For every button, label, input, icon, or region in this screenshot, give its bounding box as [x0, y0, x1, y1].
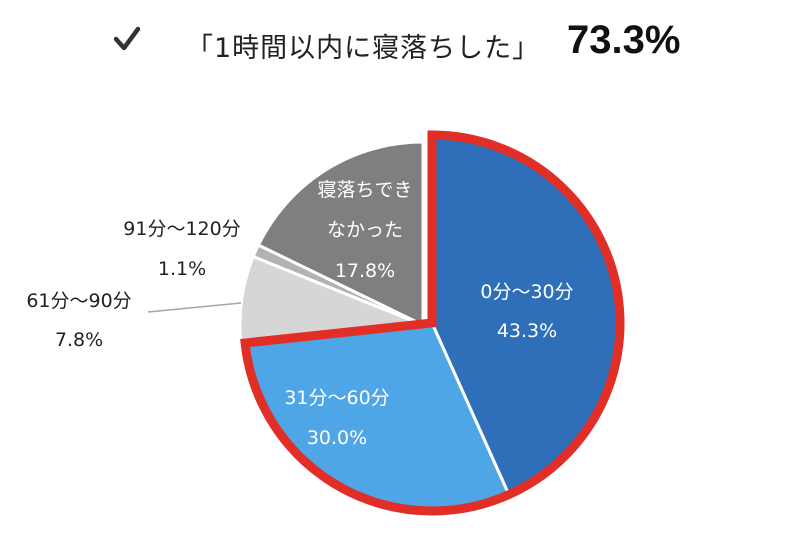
headline: 「1時間以内に寝落ちした」 73.3%	[0, 0, 800, 90]
slice-value-0-30: 43.3%	[497, 320, 557, 342]
headline-text: 「1時間以内に寝落ちした」	[186, 33, 541, 64]
slice-value-61-90: 7.8%	[55, 329, 103, 351]
headline-value: 73.3%	[567, 18, 681, 62]
slices-layer	[238, 133, 622, 513]
highlight-outline	[240, 130, 625, 516]
slice-value-never: 17.8%	[335, 260, 395, 282]
slice-value-91-120: 1.1%	[158, 258, 206, 280]
slice-label-91-120: 91分〜120分	[123, 218, 240, 240]
leader-line-61-90	[147, 302, 242, 313]
slice-value-31-60: 30.0%	[307, 427, 367, 449]
slice-label-never-line1: 寝落ちでき	[317, 179, 412, 201]
slice-label-0-30: 0分〜30分	[480, 281, 573, 303]
slice-label-31-60: 31分〜60分	[284, 387, 389, 409]
slice-label-never-line2: なかった	[327, 219, 403, 241]
slice-never	[256, 140, 425, 328]
checkmark-icon	[113, 26, 141, 51]
slice-label-61-90: 61分〜90分	[26, 290, 131, 312]
